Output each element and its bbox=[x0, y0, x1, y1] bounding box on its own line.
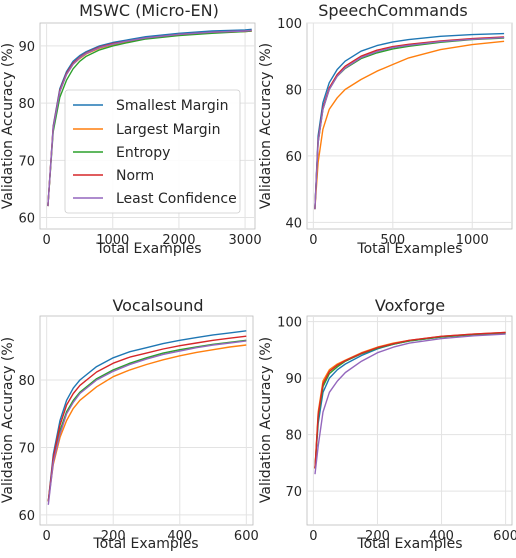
x-tick-label: 400 bbox=[167, 529, 192, 544]
series-line-norm bbox=[47, 335, 247, 502]
x-tick-label: 600 bbox=[234, 529, 259, 544]
x-tick-label: 400 bbox=[429, 529, 454, 544]
y-tick-label: 90 bbox=[285, 372, 302, 387]
x-tick-label: 200 bbox=[101, 529, 126, 544]
y-tick-label: 80 bbox=[18, 97, 35, 112]
series-lines bbox=[314, 331, 506, 475]
x-tick-label: 500 bbox=[380, 233, 405, 248]
x-axis-label: Total Examples bbox=[356, 241, 462, 257]
series-line-norm bbox=[314, 331, 506, 469]
series-line-smallest-margin bbox=[314, 32, 505, 210]
grid bbox=[307, 316, 512, 525]
plot-area bbox=[306, 315, 513, 526]
legend-label-entropy: Entropy bbox=[116, 145, 170, 161]
plot-area bbox=[39, 315, 254, 526]
x-tick-label: 0 bbox=[43, 529, 51, 544]
y-tick-label: 70 bbox=[18, 441, 35, 456]
x-tick-label: 600 bbox=[493, 529, 516, 544]
y-tick-label: 80 bbox=[285, 83, 302, 98]
legend-box bbox=[64, 89, 241, 214]
series-line-least-confidence bbox=[47, 29, 252, 207]
panel-voxforge: Voxforge 0 200 400 600 70 80 90 100 Total Examp… bbox=[258, 296, 516, 552]
tick-labels: 0 200 400 600 60 70 80 bbox=[18, 374, 258, 544]
series-lines bbox=[314, 32, 505, 210]
series-line-least-confidence bbox=[314, 333, 506, 475]
y-tick-label: 60 bbox=[285, 150, 302, 165]
y-tick-label: 60 bbox=[18, 509, 35, 524]
y-axis-label: Validation Accuracy (%) bbox=[258, 43, 274, 209]
x-tick-label: 0 bbox=[309, 233, 317, 248]
y-tick-label: 70 bbox=[18, 154, 35, 169]
series-line-entropy bbox=[47, 30, 252, 207]
x-tick-label: 1000 bbox=[96, 233, 129, 248]
y-axis-label: Validation Accuracy (%) bbox=[0, 337, 16, 503]
x-tick-label: 200 bbox=[365, 529, 390, 544]
y-tick-label: 90 bbox=[18, 40, 35, 55]
x-axis-label: Total Examples bbox=[356, 536, 462, 552]
legend-label-largest-margin: Largest Margin bbox=[116, 122, 220, 138]
legend-label-least-confidence: Least Confidence bbox=[116, 191, 237, 207]
y-tick-label: 100 bbox=[277, 17, 302, 32]
y-tick-label: 80 bbox=[18, 374, 35, 389]
tick-labels: 0 1000 2000 3000 60 70 80 90 bbox=[18, 40, 261, 248]
y-tick-label: 80 bbox=[285, 429, 302, 444]
tick-labels: 0 200 400 600 70 80 90 100 bbox=[277, 316, 516, 544]
y-tick-label: 70 bbox=[285, 485, 302, 500]
series-line-least-confidence bbox=[314, 36, 505, 210]
x-tick-label: 1000 bbox=[456, 233, 489, 248]
x-axis-label: Total Examples bbox=[95, 241, 201, 257]
y-tick-label: 60 bbox=[18, 212, 35, 227]
tick-labels: 0 500 1000 40 60 80 100 bbox=[277, 17, 489, 248]
series-lines bbox=[47, 330, 247, 505]
x-axis-label: Total Examples bbox=[92, 536, 198, 552]
series-lines bbox=[47, 28, 252, 207]
panel-speechcommands: SpeechCommands 0 500 1000 40 60 80 100 Total E… bbox=[258, 1, 513, 257]
panel-vocalsound: Vocalsound 0 200 400 600 60 70 80 Total Exampl… bbox=[0, 296, 259, 552]
x-tick-label: 0 bbox=[309, 529, 317, 544]
legend-label-smallest-margin: Smallest Margin bbox=[116, 98, 229, 114]
legend: Smallest Margin Largest Margin Entropy N… bbox=[64, 89, 241, 214]
x-tick-label: 2000 bbox=[162, 233, 195, 248]
x-tick-label: 3000 bbox=[229, 233, 262, 248]
y-tick-label: 100 bbox=[277, 316, 302, 331]
panel-title: Vocalsound bbox=[112, 296, 203, 315]
series-line-largest-margin bbox=[314, 40, 505, 210]
grid bbox=[307, 22, 512, 229]
y-tick-label: 40 bbox=[285, 216, 302, 231]
series-line-least-confidence bbox=[47, 340, 247, 505]
series-line-largest-margin bbox=[47, 344, 247, 502]
panel-title: MSWC (Micro-EN) bbox=[79, 1, 219, 20]
y-axis-label: Validation Accuracy (%) bbox=[0, 43, 16, 209]
panel-title: Voxforge bbox=[375, 296, 445, 315]
plot-area bbox=[306, 22, 513, 230]
y-axis-label: Validation Accuracy (%) bbox=[258, 337, 274, 503]
panel-mswc: MSWC (Micro-EN) 0 1000 2000 3000 60 70 80 90 To… bbox=[0, 1, 262, 257]
series-line-smallest-margin bbox=[47, 330, 247, 502]
x-tick-label: 0 bbox=[42, 233, 50, 248]
panel-title: SpeechCommands bbox=[318, 1, 468, 20]
legend-label-norm: Norm bbox=[116, 168, 154, 184]
